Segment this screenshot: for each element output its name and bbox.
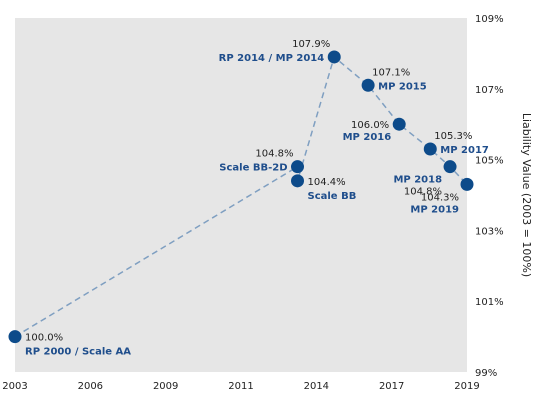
data-point-name: MP 2017	[440, 145, 489, 156]
data-point-name: RP 2014 / MP 2014	[219, 53, 325, 64]
y-tick-label: 105%	[475, 156, 504, 167]
data-point	[361, 78, 375, 92]
x-tick-label: 2014	[304, 381, 329, 392]
y-tick-label: 101%	[475, 297, 504, 308]
x-tick-label: 2003	[2, 381, 27, 392]
plot-area	[15, 18, 467, 372]
data-point	[423, 142, 437, 156]
data-point-name: Scale BB	[308, 191, 357, 202]
data-point	[291, 160, 304, 174]
y-tick-label: 107%	[475, 85, 504, 96]
data-point-name: MP 2016	[343, 132, 392, 143]
data-value-label: 105.3%	[434, 131, 472, 142]
data-point-name: MP 2015	[378, 81, 427, 92]
data-point	[8, 330, 22, 344]
data-point-name: MP 2018	[393, 175, 442, 186]
data-point	[392, 117, 406, 131]
data-point-name: RP 2000 / Scale AA	[25, 347, 131, 358]
x-tick-label: 2009	[153, 381, 178, 392]
data-value-label: 106.0%	[351, 120, 389, 131]
x-tick-label: 2017	[379, 381, 404, 392]
data-point-name: Scale BB-2D	[219, 163, 287, 174]
data-value-label: 107.1%	[372, 67, 410, 78]
data-point	[460, 177, 474, 191]
data-value-label: 107.9%	[292, 39, 330, 50]
y-tick-label: 99%	[475, 368, 497, 379]
data-value-label: 104.8%	[404, 187, 442, 198]
data-value-label: 100.0%	[25, 333, 63, 344]
data-point-name: MP 2019	[410, 204, 459, 215]
y-axis-label: Liability Value (2003 = 100%)	[520, 113, 533, 277]
data-point	[327, 50, 341, 64]
data-point	[291, 174, 304, 188]
data-value-label: 104.4%	[308, 177, 346, 188]
y-tick-label: 103%	[475, 226, 504, 237]
data-point	[443, 160, 457, 174]
x-tick-label: 2011	[228, 381, 253, 392]
x-tick-label: 2019	[454, 381, 479, 392]
data-value-label: 104.8%	[255, 149, 293, 160]
y-tick-label: 109%	[475, 14, 504, 25]
data-value-label: 104.3%	[421, 192, 459, 203]
x-tick-label: 2006	[78, 381, 103, 392]
